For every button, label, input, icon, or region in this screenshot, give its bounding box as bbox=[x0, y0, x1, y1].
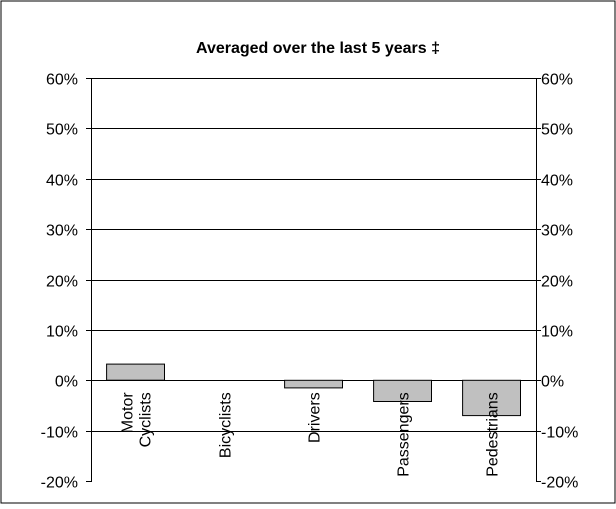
bar bbox=[284, 379, 344, 389]
right-tick-label: 60% bbox=[541, 72, 573, 89]
right-tick-label: 50% bbox=[541, 122, 573, 139]
bar bbox=[462, 379, 522, 417]
chart-title: Averaged over the last 5 years ‡ bbox=[196, 40, 440, 57]
left-tick-label: 0% bbox=[55, 374, 78, 391]
category-label: Pedestrians bbox=[485, 392, 502, 477]
axis-layer bbox=[86, 78, 541, 482]
left-tick-label: -10% bbox=[41, 425, 78, 442]
bar bbox=[373, 379, 433, 402]
right-tick-label: -10% bbox=[541, 425, 578, 442]
grid-layer bbox=[91, 78, 536, 432]
category-label: Motor bbox=[120, 392, 137, 434]
bar-layer bbox=[106, 363, 522, 417]
right-tick-label: 20% bbox=[541, 274, 573, 291]
category-label: Drivers bbox=[307, 392, 324, 443]
left-tick-label: 10% bbox=[46, 324, 78, 341]
category-label-layer: Motor Cyclists Bicyclists Drivers Passengers… bbox=[120, 392, 502, 477]
right-tick-label: 10% bbox=[541, 324, 573, 341]
left-tick-label: 50% bbox=[46, 122, 78, 139]
right-tick-label: -20% bbox=[541, 475, 578, 492]
left-tick-label: 30% bbox=[46, 223, 78, 240]
right-tick-label: 0% bbox=[541, 374, 564, 391]
bar bbox=[106, 363, 165, 381]
left-tick-label: 60% bbox=[46, 72, 78, 89]
right-tick-label: 40% bbox=[541, 173, 573, 190]
category-label: Cyclists bbox=[138, 392, 155, 447]
right-tick-label: 30% bbox=[541, 223, 573, 240]
category-label: Bicyclists bbox=[218, 392, 235, 458]
left-tick-label: 20% bbox=[46, 274, 78, 291]
left-tick-label: -20% bbox=[41, 475, 78, 492]
left-tick-label: 40% bbox=[46, 173, 78, 190]
category-label: Passengers bbox=[396, 392, 413, 477]
tick-label-layer: -20% -20% -10% -10% 0% 0% 10% 10% 20% 20% 30% 30% 40… bbox=[41, 72, 579, 492]
